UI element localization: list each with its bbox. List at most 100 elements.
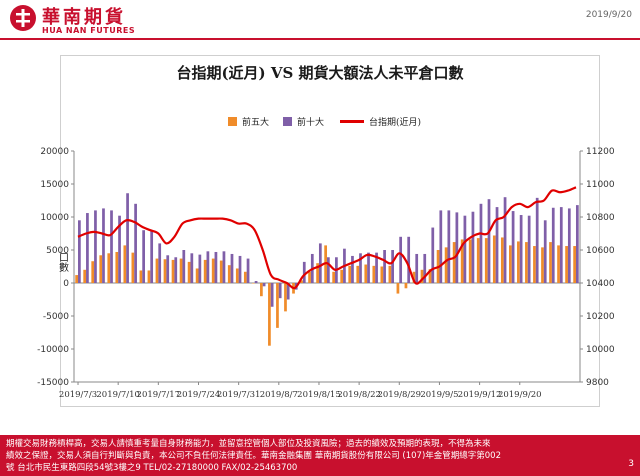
bar-top5: [549, 242, 552, 283]
bar-top5: [276, 283, 279, 328]
bar-top5: [316, 263, 319, 283]
bar-top10: [150, 230, 154, 283]
x-tick-label: 2019/9/5: [420, 390, 458, 400]
bar-top10: [423, 253, 427, 283]
bar-top10: [375, 252, 378, 283]
x-tick-label: 2019/8/29: [377, 390, 421, 400]
bar-top10: [278, 283, 282, 299]
bar-top10: [439, 210, 443, 283]
y-tick-label: -10000: [37, 345, 69, 355]
bar-top5: [308, 271, 311, 283]
index-line: [77, 186, 577, 290]
y2-tick-label: 10400: [586, 279, 615, 289]
bar-top5: [364, 264, 368, 283]
bar-top10: [174, 257, 178, 283]
bar-top5: [565, 246, 568, 283]
company-address: 號 台北市民生東路四段54號3樓之9 TEL/02-27180000 FAX/0…: [6, 463, 298, 473]
bar-top10: [391, 250, 394, 283]
bar-top5: [107, 253, 111, 283]
y-axis-label: 口數: [57, 252, 69, 273]
legend-label-index: 台指期(近月): [369, 117, 422, 128]
bar-top10: [543, 220, 547, 283]
legend-label-top5: 前五大: [242, 117, 270, 128]
bar-top5: [268, 283, 271, 346]
company-logo-icon: [10, 5, 36, 31]
company-name: 華南期貨: [42, 7, 126, 28]
y2-tick-label: 10000: [586, 345, 615, 355]
y-tick-label: 0: [63, 279, 69, 289]
bar-top10: [447, 210, 451, 283]
bar-top10: [551, 207, 555, 283]
bar-top10: [182, 250, 186, 283]
bar-top5: [243, 271, 247, 283]
company-name-english: HUA NAN FUTURES: [42, 26, 136, 35]
bar-top5: [517, 241, 520, 283]
bar-top10: [535, 197, 539, 283]
bar-top10: [383, 250, 386, 283]
bar-top5: [508, 245, 512, 283]
bar-top5: [557, 245, 560, 283]
bar-top10: [487, 199, 491, 283]
bar-top10: [214, 251, 218, 283]
bar-top5: [123, 245, 127, 283]
bar-top5: [211, 258, 215, 283]
bar-top5: [115, 251, 119, 283]
bar-top10: [198, 254, 202, 283]
bar-top10: [118, 215, 121, 283]
bar-top5: [356, 265, 360, 283]
bar-top5: [340, 269, 344, 283]
chart-title: 台指期(近月) VS 期貨大額法人未平倉口數: [176, 64, 464, 82]
y-tick-label: 5000: [46, 246, 69, 256]
bar-top5: [428, 269, 432, 283]
bar-top10: [166, 255, 170, 283]
x-tick-label: 2019/7/31: [217, 390, 261, 400]
legend-item-top10: 前十大: [283, 113, 324, 129]
bar-top5: [541, 247, 544, 283]
header: 華南期貨 HUA NAN FUTURES 2019/9/20: [0, 0, 640, 48]
x-tick-label: 2019/8/22: [337, 390, 381, 400]
bar-top10: [511, 211, 515, 283]
bar-top10: [126, 193, 129, 283]
y-tick-label: -5000: [43, 312, 69, 322]
bar-top10: [503, 197, 507, 283]
bar-top5: [332, 271, 336, 283]
bar-top10: [471, 211, 475, 283]
bar-top5: [460, 239, 464, 283]
bar-top5: [227, 265, 231, 283]
bar-top5: [235, 268, 239, 283]
bar-top5: [91, 261, 95, 283]
x-tick-label: 2019/9/12: [458, 390, 502, 400]
bar-top10: [495, 207, 499, 283]
bar-top5: [468, 239, 472, 283]
x-tick-label: 2019/9/20: [498, 390, 542, 400]
header-divider: [0, 38, 640, 40]
bar-top10: [142, 230, 146, 283]
bar-top10: [399, 236, 403, 283]
bar-top10: [246, 258, 250, 283]
bar-top5: [251, 283, 255, 284]
bar-top10: [415, 253, 419, 283]
y2-tick-label: 10600: [586, 246, 615, 256]
bar-top5: [155, 258, 159, 283]
bar-top5: [388, 265, 392, 283]
bar-top5: [147, 270, 151, 283]
bar-top5: [75, 275, 79, 283]
bar-top10: [302, 261, 306, 283]
bar-top5: [131, 252, 135, 283]
report-date: 2019/9/20: [585, 10, 632, 20]
y2-tick-label: 10800: [586, 213, 615, 223]
legend-swatch-top5: [228, 116, 237, 126]
bar-top10: [559, 207, 563, 283]
bar-top5: [284, 283, 287, 312]
y-tick-label: 10000: [40, 213, 69, 223]
bar-top5: [380, 266, 384, 283]
bar-top5: [260, 283, 263, 297]
x-tick-label: 2019/7/3: [59, 390, 97, 400]
bar-top10: [134, 203, 137, 283]
bar-top5: [300, 280, 303, 283]
bar-top10: [351, 255, 354, 283]
bar-top10: [359, 253, 362, 283]
bar-top5: [99, 255, 103, 283]
bar-top10: [254, 281, 258, 283]
